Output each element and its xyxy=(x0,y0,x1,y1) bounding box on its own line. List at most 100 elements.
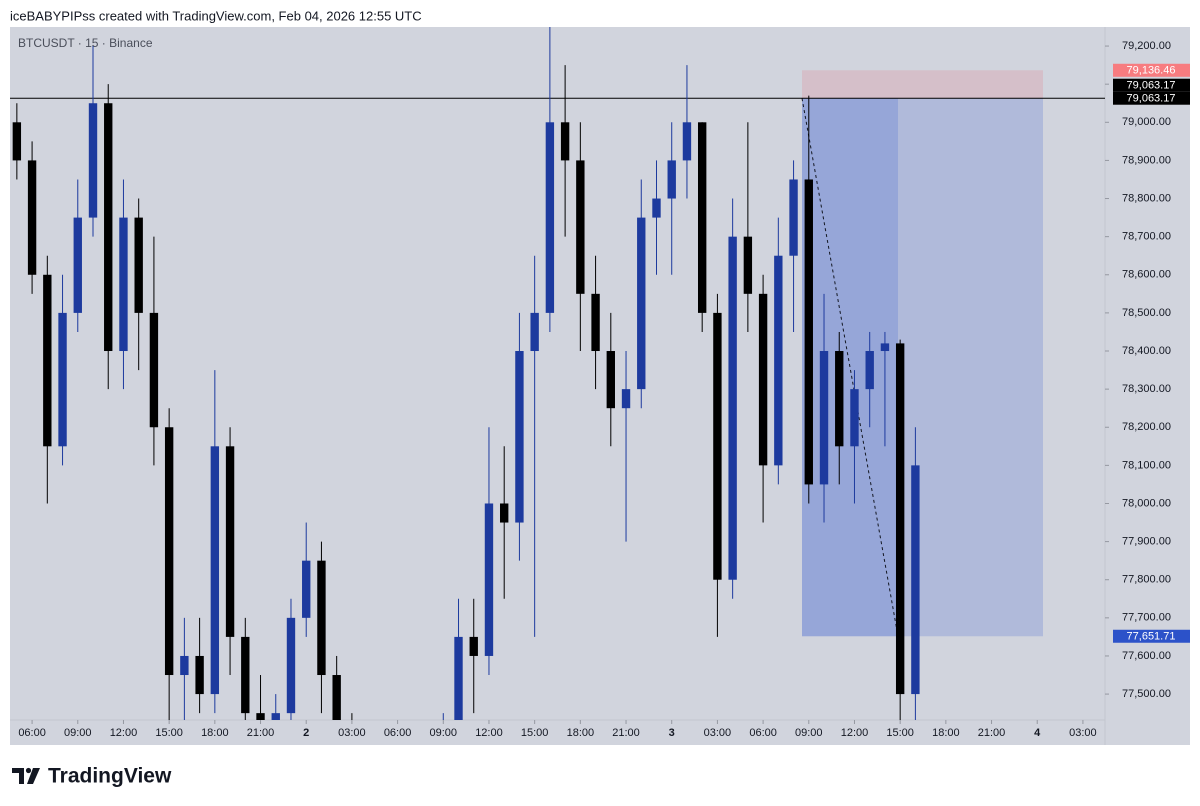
x-tick-label: 2 xyxy=(303,727,309,739)
stop-zone xyxy=(802,70,1043,99)
price-label: 79,136.46 xyxy=(1127,65,1176,77)
candle-body xyxy=(241,636,250,714)
y-tick-label: 78,300.00 xyxy=(1122,383,1171,395)
candle-body xyxy=(454,636,463,720)
y-tick-label: 79,000.00 xyxy=(1122,116,1171,128)
y-tick-label: 77,900.00 xyxy=(1122,536,1171,548)
price-label-box xyxy=(1113,78,1190,92)
candle-body xyxy=(637,217,646,390)
y-tick-label: 78,000.00 xyxy=(1122,497,1171,509)
x-tick-label: 18:00 xyxy=(567,727,595,739)
candle-body xyxy=(195,655,204,695)
candle-body xyxy=(545,122,555,313)
candle-body xyxy=(119,217,128,352)
x-tick-label: 12:00 xyxy=(841,727,869,739)
candle-body xyxy=(469,636,478,656)
logo-icon xyxy=(25,767,32,774)
candle-body xyxy=(180,655,189,676)
candle-body xyxy=(682,122,692,161)
candle-body xyxy=(743,236,753,294)
candle-body xyxy=(88,103,98,218)
x-tick-label: 09:00 xyxy=(795,727,823,739)
y-tick-label: 77,700.00 xyxy=(1122,612,1171,624)
price-label-box xyxy=(1113,629,1190,643)
x-tick-label: 03:00 xyxy=(704,727,732,739)
candle-body xyxy=(332,675,341,720)
y-tick-label: 78,100.00 xyxy=(1122,459,1171,471)
candle-body xyxy=(149,312,159,428)
candle-body xyxy=(317,560,326,676)
x-tick-label: 15:00 xyxy=(521,727,549,739)
plot-area xyxy=(10,27,1105,720)
y-tick-label: 78,700.00 xyxy=(1122,231,1171,243)
candle-body xyxy=(895,343,905,695)
candle-body xyxy=(500,503,509,523)
candle-body xyxy=(560,122,570,161)
candle-body xyxy=(789,179,798,256)
y-tick-label: 78,900.00 xyxy=(1122,154,1171,166)
candle-body xyxy=(576,160,585,294)
candle-body xyxy=(835,351,844,447)
candle-body xyxy=(73,217,82,313)
candle-body xyxy=(484,503,494,656)
candle-body xyxy=(210,446,220,695)
x-tick-label: 03:00 xyxy=(1069,727,1097,739)
candle-body xyxy=(911,465,920,695)
candle-body xyxy=(27,160,37,275)
candle-body xyxy=(515,351,524,523)
candle-body xyxy=(256,713,265,720)
y-tick-label: 77,500.00 xyxy=(1122,688,1171,700)
price-label: 79,063.17 xyxy=(1127,93,1176,105)
candle-body xyxy=(804,179,813,485)
x-tick-label: 06:00 xyxy=(384,727,412,739)
y-tick-label: 78,600.00 xyxy=(1122,269,1171,281)
candle-body xyxy=(758,293,768,466)
candle-body xyxy=(865,351,874,390)
candle-body xyxy=(850,389,859,447)
y-tick-label: 78,200.00 xyxy=(1122,421,1171,433)
candle-body xyxy=(43,274,52,447)
candle-body xyxy=(621,389,631,409)
y-tick-label: 79,200.00 xyxy=(1122,40,1171,52)
logo-icon xyxy=(27,768,40,784)
price-label: 77,651.71 xyxy=(1127,631,1176,643)
candle-body xyxy=(302,560,311,618)
candle-body xyxy=(819,351,829,485)
y-tick-label: 77,600.00 xyxy=(1122,650,1171,662)
candle-body xyxy=(591,293,600,352)
trade-path xyxy=(801,98,899,637)
logo-icon xyxy=(12,768,24,784)
candle-body xyxy=(58,312,67,447)
candle-body xyxy=(606,351,615,409)
candle-body xyxy=(286,617,296,714)
candle-body xyxy=(225,446,235,637)
candle-body xyxy=(164,427,174,676)
x-tick-label: 06:00 xyxy=(749,727,777,739)
candle-body xyxy=(667,160,676,199)
x-tick-label: 03:00 xyxy=(338,727,366,739)
x-tick-label: 15:00 xyxy=(155,727,183,739)
x-tick-label: 18:00 xyxy=(201,727,229,739)
x-tick-label: 3 xyxy=(669,727,675,739)
candle-body xyxy=(271,713,280,720)
y-tick-label: 77,800.00 xyxy=(1122,574,1171,586)
price-label-box xyxy=(1113,91,1190,105)
x-tick-label: 12:00 xyxy=(475,727,503,739)
price-label: 79,063.17 xyxy=(1127,80,1176,92)
candle-body xyxy=(104,103,113,352)
candle-body xyxy=(530,312,539,352)
chart-panel xyxy=(10,27,1190,745)
candle-body xyxy=(880,343,890,352)
x-tick-label: 12:00 xyxy=(110,727,138,739)
y-tick-label: 78,800.00 xyxy=(1122,192,1171,204)
x-tick-label: 21:00 xyxy=(978,727,1006,739)
brand-logo xyxy=(12,767,40,784)
candle-body xyxy=(774,255,783,466)
candle-body xyxy=(134,217,143,313)
y-tick-label: 78,500.00 xyxy=(1122,307,1171,319)
candle-body xyxy=(697,122,707,313)
candle-body xyxy=(728,236,737,580)
x-tick-label: 18:00 xyxy=(932,727,960,739)
